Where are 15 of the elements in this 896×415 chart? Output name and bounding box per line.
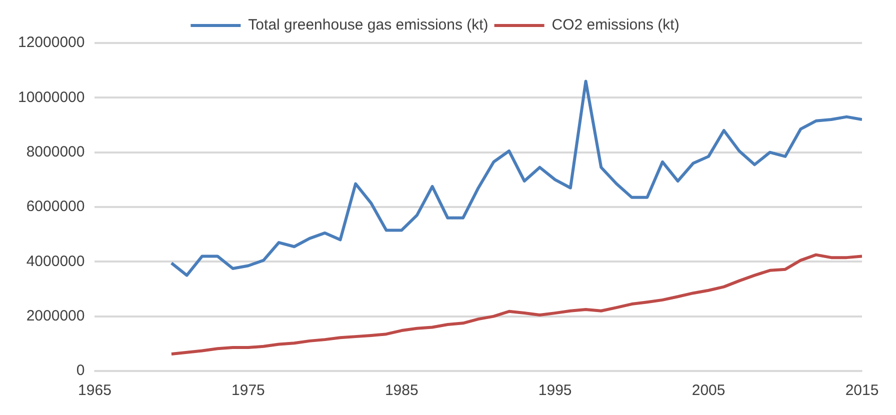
x-tick-label: 1995: [538, 382, 572, 400]
legend-label: Total greenhouse gas emissions (kt): [248, 16, 488, 34]
y-tick-label: 10000000: [18, 88, 85, 106]
legend-label: CO2 emissions (kt): [552, 16, 680, 34]
y-tick-label: 4000000: [26, 252, 85, 270]
x-tick-label: 2005: [692, 382, 726, 400]
y-tick-label: 2000000: [26, 307, 85, 324]
x-tick-label: 2015: [845, 382, 879, 400]
x-tick-label: 1985: [384, 382, 418, 400]
y-tick-label: 0: [76, 362, 85, 380]
x-tick-label: 1965: [78, 382, 112, 400]
y-tick-label: 6000000: [26, 198, 85, 216]
x-tick-label: 1975: [232, 382, 265, 400]
y-tick-label: 12000000: [18, 34, 85, 52]
y-tick-label: 8000000: [26, 143, 85, 160]
